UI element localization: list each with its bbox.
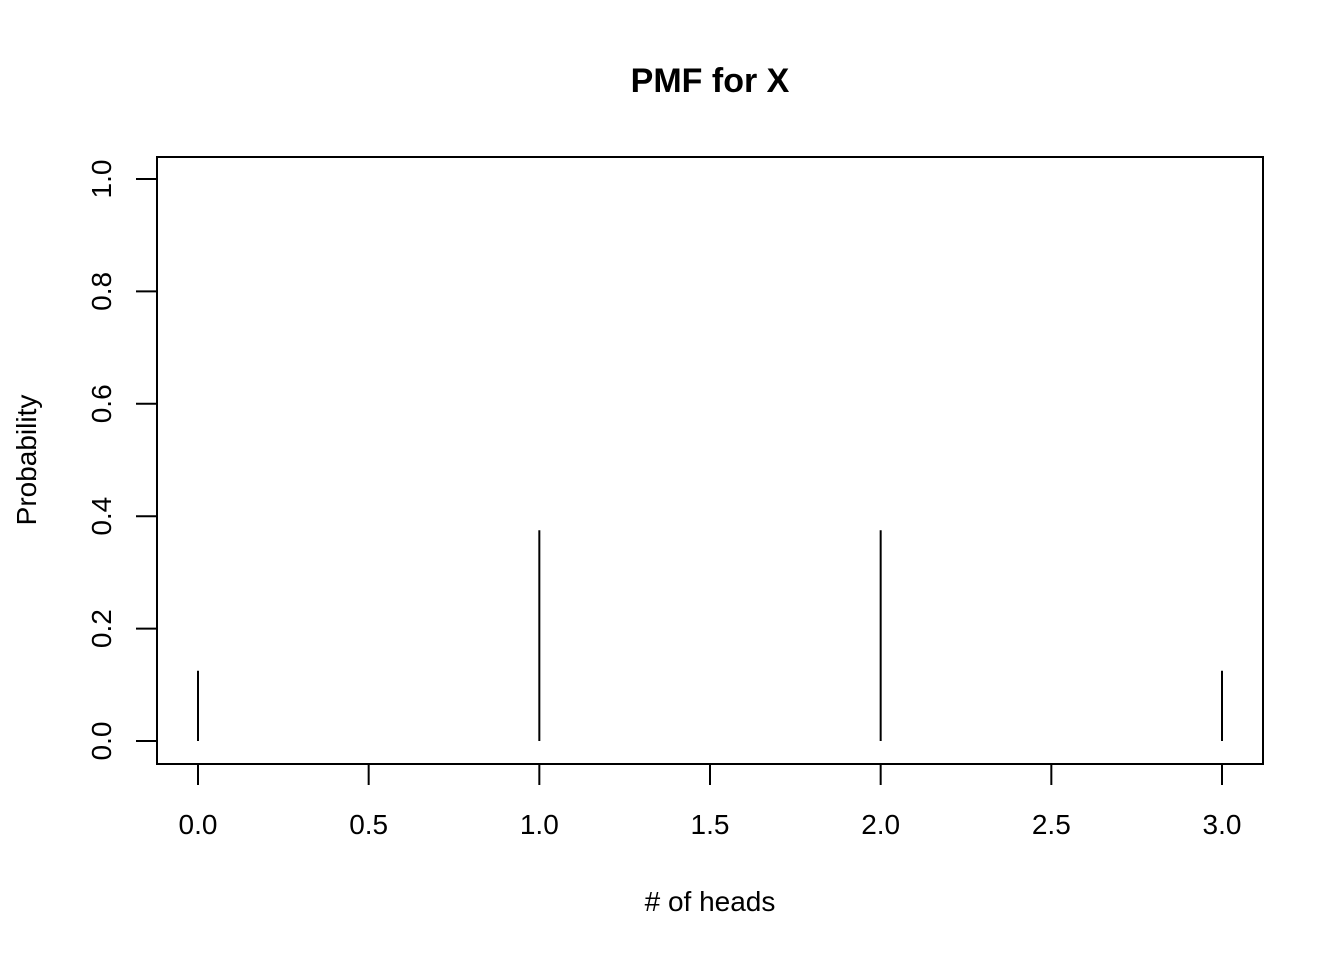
- y-tick-label: 1.0: [86, 160, 117, 199]
- x-axis-label: # of heads: [645, 886, 776, 917]
- x-tick-label: 2.0: [861, 809, 900, 840]
- x-tick-label: 2.5: [1032, 809, 1071, 840]
- y-tick-label: 0.2: [86, 609, 117, 648]
- y-tick-label: 0.0: [86, 722, 117, 761]
- y-axis: 0.0 0.2 0.4 0.6 0.8 1.0: [86, 160, 158, 761]
- pmf-spikes: [197, 530, 1223, 741]
- x-axis: 0.0 0.5 1.0 1.5 2.0 2.5 3.0: [179, 763, 1242, 840]
- chart-title: PMF for X: [631, 62, 790, 100]
- y-tick-label: 0.4: [86, 497, 117, 536]
- y-tick-label: 0.8: [86, 272, 117, 311]
- x-tick-label: 0.0: [179, 809, 218, 840]
- y-axis-label: Probability: [11, 395, 42, 526]
- y-tick-label: 0.6: [86, 384, 117, 423]
- x-tick-label: 3.0: [1203, 809, 1242, 840]
- x-tick-label: 1.0: [520, 809, 559, 840]
- x-tick-label: 0.5: [349, 809, 388, 840]
- x-tick-label: 1.5: [691, 809, 730, 840]
